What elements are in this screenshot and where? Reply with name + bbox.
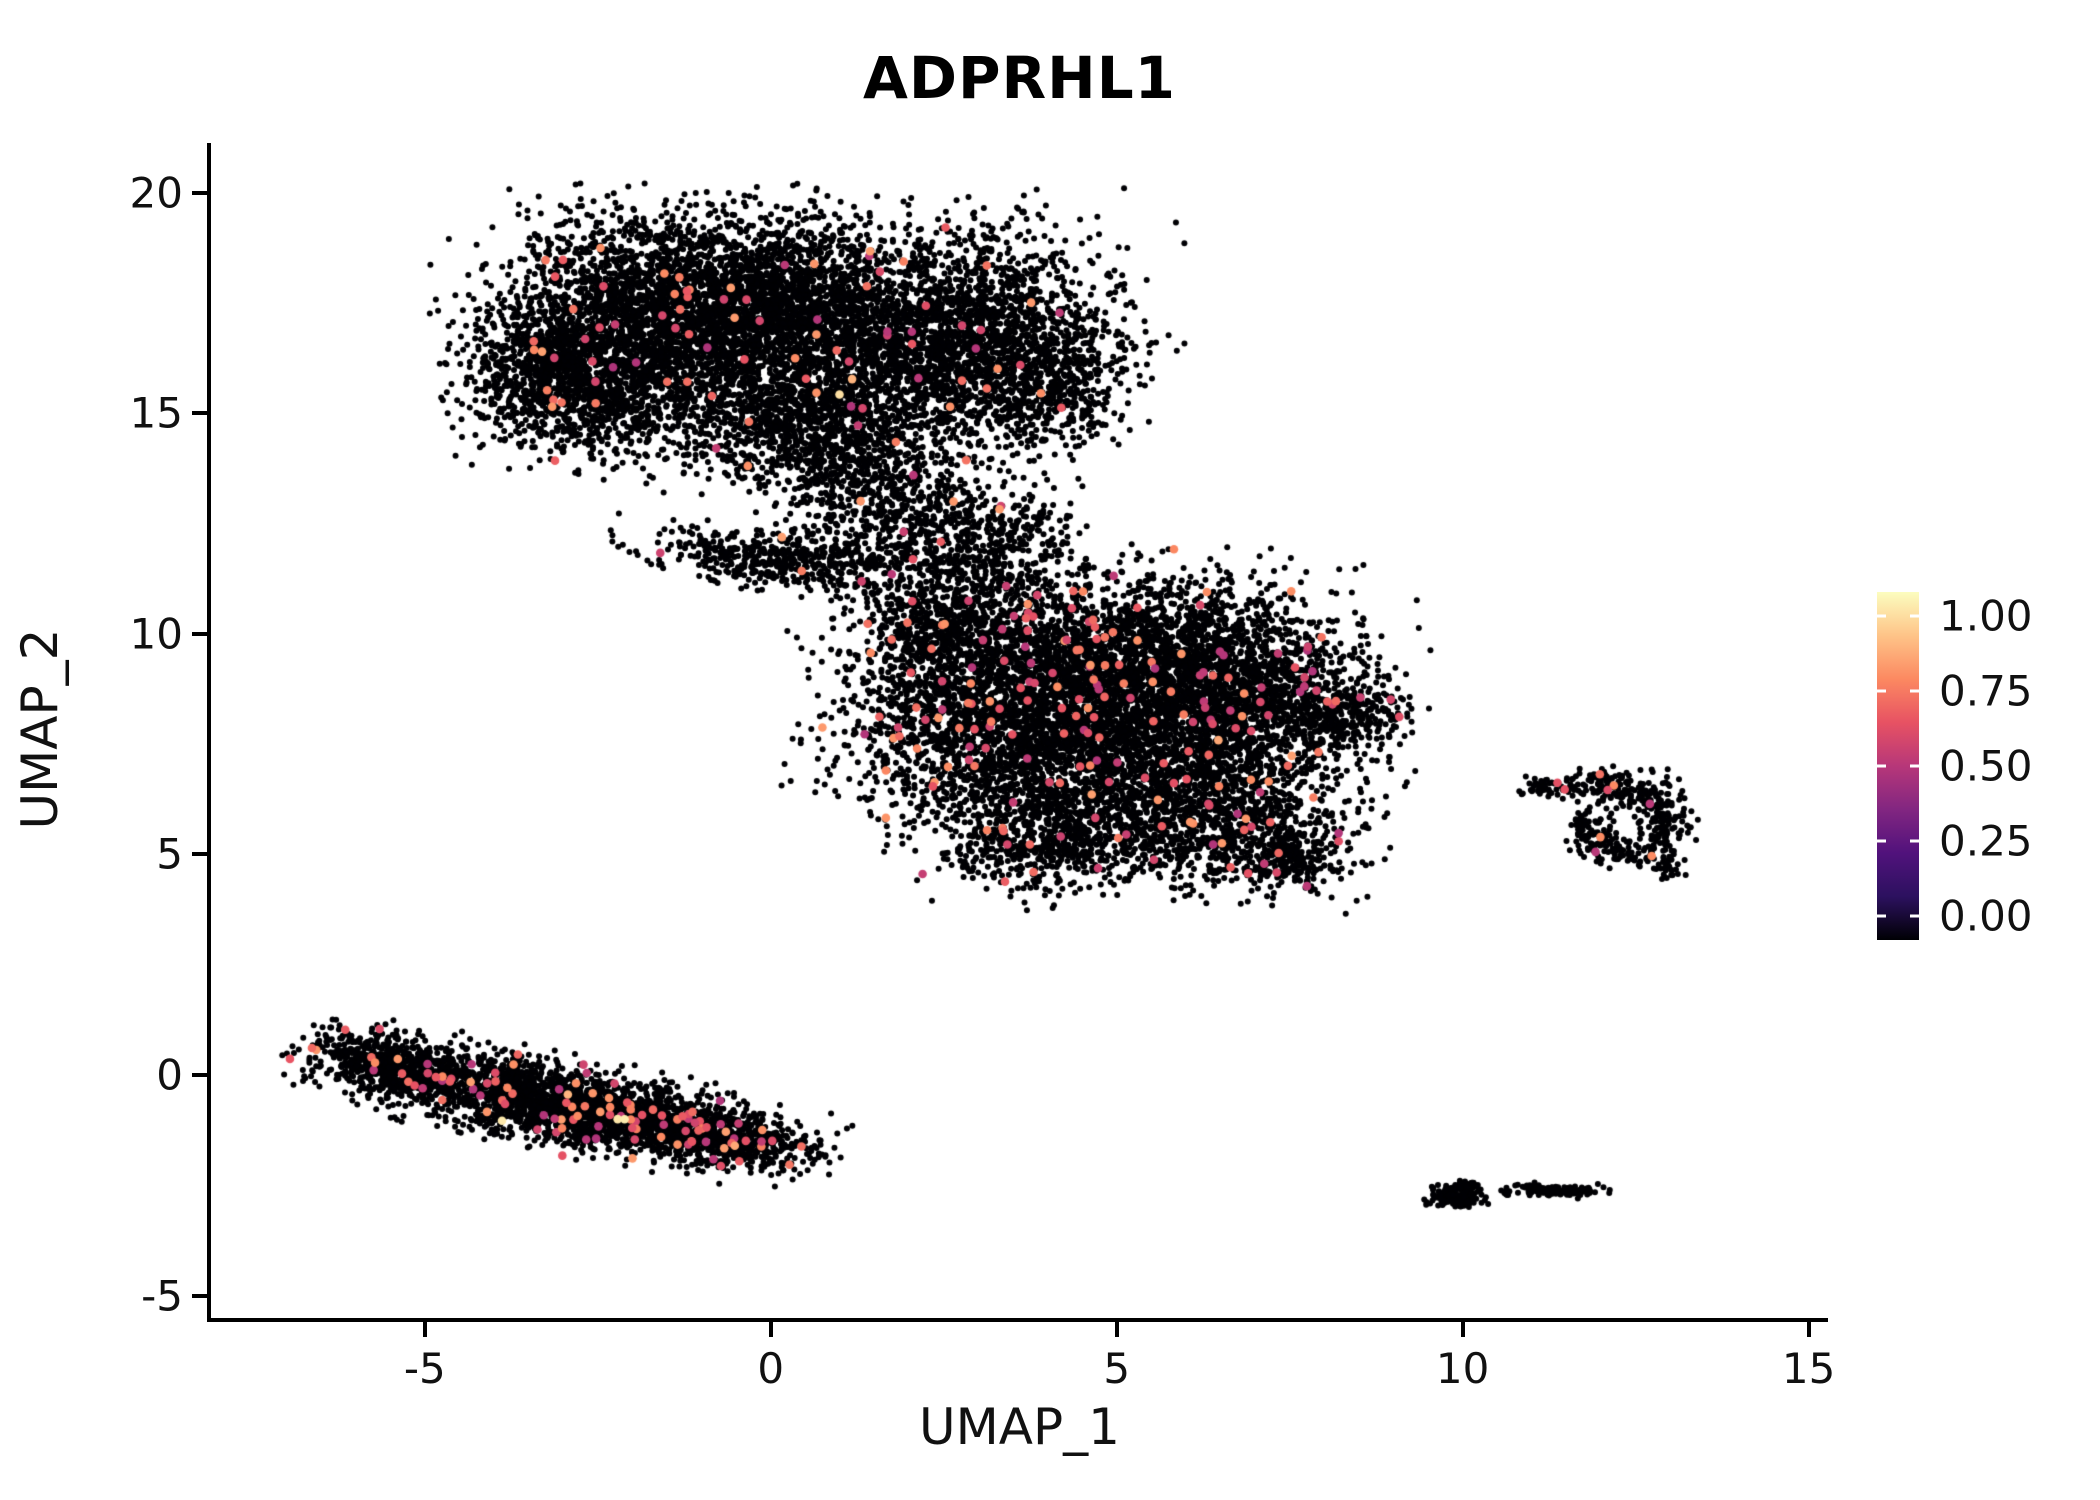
scatter-canvas	[211, 143, 1828, 1318]
colorbar-tick-label: 0.75	[1939, 666, 2033, 716]
colorbar-tick-label: 1.00	[1939, 591, 2033, 641]
plot-area: -5 0 5 10 15 -5 0 5 10 15 20	[130, 143, 1835, 1393]
x-tick-label: -5	[403, 1344, 446, 1393]
x-tick-label: 5	[1103, 1344, 1131, 1393]
y-axis-line	[207, 143, 211, 1322]
colorbar-gradient	[1877, 592, 1919, 940]
y-tick-mark	[192, 852, 207, 857]
y-tick-mark	[192, 1293, 207, 1298]
plot-title: ADPRHL1	[862, 44, 1177, 112]
y-tick-label: 15	[129, 388, 183, 438]
y-tick-label: 0	[156, 1050, 183, 1100]
colorbar-tick-mark	[1877, 914, 1886, 918]
colorbar-tick-mark	[1877, 839, 1886, 843]
x-tick-mark	[1806, 1322, 1811, 1337]
x-tick-label: 10	[1435, 1344, 1490, 1393]
colorbar-tick-label: 0.50	[1939, 741, 2033, 791]
x-tick-mark	[1460, 1322, 1465, 1337]
colorbar-tick-label: 0.25	[1939, 816, 2033, 866]
colorbar-legend: 1.00 0.75 0.50 0.25 0.00	[1877, 591, 2097, 941]
colorbar-tick-mark	[1910, 614, 1919, 618]
colorbar-tick-mark	[1877, 614, 1886, 618]
x-tick-label: 0	[757, 1344, 785, 1393]
colorbar-tick-mark	[1910, 689, 1919, 693]
x-tick-label: 15	[1781, 1344, 1836, 1393]
y-axis-title: UMAP_2	[11, 628, 69, 830]
x-axis-title: UMAP_1	[919, 1398, 1120, 1456]
y-tick-label: 5	[156, 829, 183, 879]
x-tick-mark	[422, 1322, 427, 1337]
x-tick-mark	[768, 1322, 773, 1337]
y-tick-mark	[192, 190, 207, 195]
colorbar-tick-mark	[1910, 764, 1919, 768]
colorbar-tick-mark	[1910, 914, 1919, 918]
y-tick-mark	[192, 411, 207, 416]
y-tick-label: 20	[129, 168, 183, 218]
colorbar-tick-mark	[1877, 689, 1886, 693]
y-tick-label: -5	[141, 1271, 183, 1320]
y-tick-mark	[192, 631, 207, 636]
x-tick-mark	[1114, 1322, 1119, 1337]
colorbar-tick-mark	[1910, 839, 1919, 843]
colorbar-tick-label: 0.00	[1939, 891, 2033, 941]
y-tick-mark	[192, 1072, 207, 1077]
colorbar-tick-mark	[1877, 764, 1886, 768]
y-tick-label: 10	[129, 609, 183, 659]
x-axis-line	[207, 1318, 1828, 1322]
